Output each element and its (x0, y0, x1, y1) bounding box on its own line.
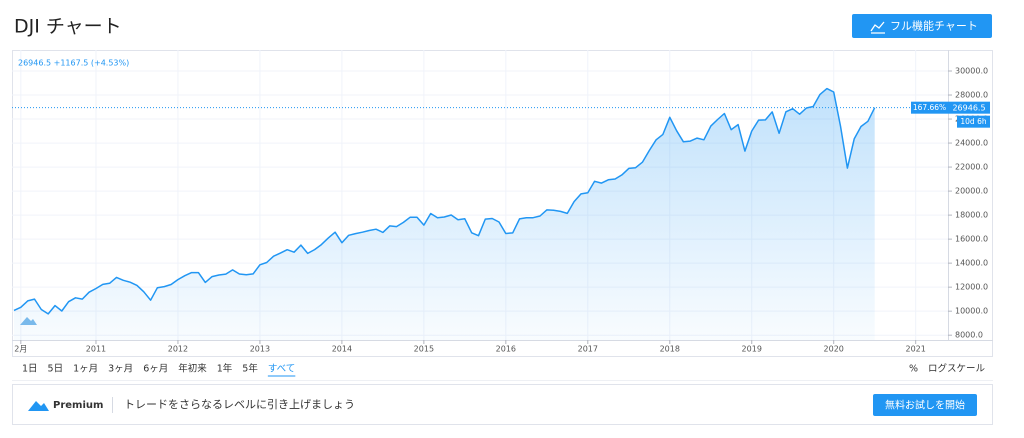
y-tick-label: 20000.0 (955, 187, 988, 196)
x-tick-label: 2020 (824, 345, 844, 354)
price-label: 26946.5 (952, 104, 985, 113)
change-label-bg (911, 101, 948, 114)
range-button[interactable]: すべて (268, 364, 295, 375)
y-tick-label: 28000.0 (955, 91, 988, 100)
y-tick-label: 8000.0 (955, 331, 983, 340)
x-tick-label: 2019 (742, 345, 762, 354)
button-label: フル機能チャート (890, 19, 978, 33)
x-tick-label: 2016 (496, 345, 516, 354)
x-tick-label: 2012 (168, 345, 188, 354)
price-label-bg (948, 101, 990, 114)
x-tick-label: 2017 (578, 345, 598, 354)
legend-text: 26946.5 +1167.5 (+4.53%) (18, 59, 129, 68)
y-tick-label: 14000.0 (955, 259, 988, 268)
y-tick-label: 12000.0 (955, 283, 988, 292)
range-button[interactable]: 年初来 (178, 363, 207, 375)
y-tick-label: 22000.0 (955, 163, 988, 172)
range-button[interactable]: 3ヶ月 (108, 364, 133, 375)
button-bg (873, 394, 977, 416)
button-label: 無料お試しを開始 (885, 399, 965, 412)
y-tick-label: 30000.0 (955, 67, 988, 76)
range-button[interactable]: 5日 (48, 364, 64, 375)
range-button[interactable]: 6ヶ月 (143, 364, 168, 375)
range-button[interactable]: 1ヶ月 (73, 364, 98, 375)
button-icon (870, 21, 885, 34)
trial-button[interactable]: 無料お試しを開始 (873, 394, 977, 416)
x-tick-label: 2021 (905, 345, 925, 354)
area-fill (14, 88, 875, 340)
price-line (13, 87, 876, 315)
watermark-icon (20, 317, 37, 325)
x-tick-label: 2015 (414, 345, 434, 354)
x-tick-label: 2011 (86, 345, 106, 354)
full-chart-button[interactable]: フル機能チャート (852, 14, 992, 38)
x-tick-label: 2014 (332, 345, 352, 354)
range-button[interactable]: 1年 (217, 363, 233, 375)
x-tick-label: 2月 (14, 345, 27, 354)
y-tick-label: 24000.0 (955, 139, 988, 148)
range-button[interactable]: 5年 (242, 363, 258, 375)
countdown-label: 10d 6h (960, 117, 986, 126)
change-label: 167.66% (913, 103, 946, 112)
scale-option[interactable]: ログスケール (928, 363, 986, 375)
premium-icon (28, 401, 49, 411)
y-tick-label: 10000.0 (955, 307, 988, 316)
x-tick-label: 2013 (250, 345, 270, 354)
x-tick-label: 2018 (660, 345, 680, 354)
y-tick-label: 16000.0 (955, 235, 988, 244)
scale-option[interactable]: % (909, 364, 918, 375)
y-tick-label: 18000.0 (955, 211, 988, 220)
chart-frame (12, 50, 993, 357)
countdown-bg (957, 115, 990, 128)
watermark (20, 317, 37, 325)
premium-bar (12, 384, 993, 425)
range-button[interactable]: 1日 (22, 364, 38, 375)
page-title: DJI チャート (14, 16, 122, 38)
premium-brand: Premium (53, 400, 103, 411)
premium-text: トレードをさらなるレベルに引き上げましょう (124, 397, 355, 411)
button-bg (852, 14, 992, 38)
